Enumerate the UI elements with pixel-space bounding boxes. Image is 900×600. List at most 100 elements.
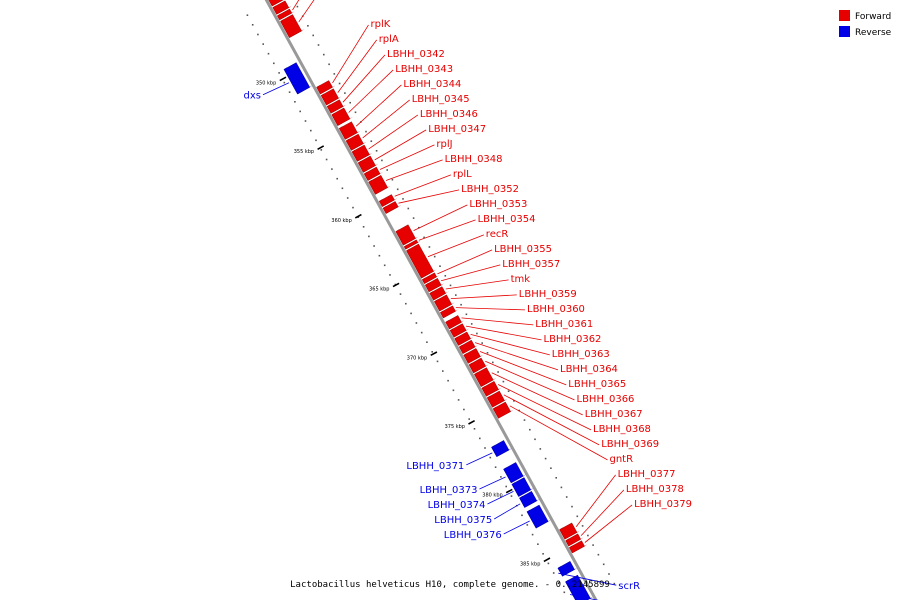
gene-lbhh-0363[interactable] <box>454 331 471 346</box>
gene-scrr[interactable] <box>557 561 575 577</box>
guide-dot <box>455 294 457 296</box>
callout-line <box>485 360 575 401</box>
tick-mark <box>543 557 551 563</box>
gene-rpla[interactable] <box>320 88 339 106</box>
gene-lbhh-0378[interactable] <box>565 533 582 547</box>
tick-mark <box>392 282 400 288</box>
guide-dot <box>307 25 309 27</box>
guide-dot <box>489 456 492 459</box>
gene-lbhh-0379[interactable] <box>569 540 585 554</box>
gene-lbhh-0359[interactable] <box>434 294 453 312</box>
guide-dot <box>354 111 357 114</box>
guide-dot <box>349 101 351 104</box>
gene-lbhh-0367[interactable] <box>474 367 494 387</box>
gene-lbhh-0345[interactable] <box>345 133 364 151</box>
gene-label-dxs: dxs <box>244 91 261 102</box>
gene-lbhh-0352[interactable] <box>382 201 399 214</box>
gene-lbhh-0346[interactable] <box>351 144 370 162</box>
gene-lbhh-0373[interactable] <box>503 462 524 484</box>
gene-lbhh-0342[interactable] <box>326 99 344 114</box>
legend-forward-label: Forward <box>855 12 891 22</box>
guide-dot <box>523 419 526 421</box>
gene-recr[interactable] <box>406 243 434 279</box>
gene-label-lbhh-0348: LBHH_0348 <box>445 154 503 165</box>
gene-lbhh-0357[interactable] <box>424 278 442 293</box>
guide-dot <box>529 428 531 431</box>
guide-dot <box>476 332 478 335</box>
gene-label-lbhh-0361: LBHH_0361 <box>535 319 593 330</box>
callout-line <box>509 405 608 461</box>
gene-rplk[interactable] <box>316 80 333 95</box>
guide-dot <box>492 361 494 364</box>
callout-line <box>503 520 530 535</box>
gene-dxs[interactable] <box>283 62 311 95</box>
gene-lbhh-0355[interactable] <box>421 272 437 284</box>
gene-lbhh-0360[interactable] <box>440 305 456 319</box>
gene-lbhh-0347[interactable] <box>357 155 376 173</box>
gene-lbhh-0375[interactable] <box>519 491 538 508</box>
guide-dot <box>283 81 286 84</box>
guide-dot <box>565 496 568 498</box>
guide-dot <box>442 370 444 372</box>
gene-lbhh-0353[interactable] <box>395 224 416 246</box>
gene-lbhh-0366[interactable] <box>468 357 487 374</box>
gene-lbhh-0365[interactable] <box>463 348 481 364</box>
gene-rpll[interactable] <box>378 194 395 207</box>
gene-label-lbhh-0347: LBHH_0347 <box>428 124 486 135</box>
tick-mark <box>317 145 325 150</box>
gene-label-recr: recR <box>486 229 509 240</box>
gene-label-lbhh-0367: LBHH_0367 <box>585 409 643 420</box>
gene-lbhh-0369[interactable] <box>486 390 505 408</box>
gene-lbhh-0344[interactable] <box>338 121 358 140</box>
genome-caption: Lactobacillus helveticus H10, complete g… <box>290 580 610 590</box>
gene-lbhh-0374[interactable] <box>511 477 532 497</box>
guide-dot <box>473 428 476 430</box>
guide-dot <box>505 485 507 488</box>
guide-dot <box>531 533 534 536</box>
gene-sece[interactable] <box>277 8 293 21</box>
gene-lbhh-0377[interactable] <box>559 522 578 540</box>
guide-dot <box>460 303 462 306</box>
gene-lbhh-0343[interactable] <box>331 107 351 126</box>
guide-dot <box>518 409 520 412</box>
guide-dot <box>341 187 344 190</box>
guide-dot <box>370 140 373 142</box>
guide-dot <box>386 169 388 171</box>
gene-lbhh-0368[interactable] <box>481 381 499 397</box>
tick-mark <box>354 213 362 219</box>
gene-lbhh-0361[interactable] <box>445 315 462 330</box>
gene-label-lbhh-0374: LBHH_0374 <box>428 500 486 511</box>
gene-label-lbhh-0357: LBHH_0357 <box>502 259 560 270</box>
tick-mark <box>468 419 475 425</box>
guide-dot <box>526 524 529 526</box>
legend-reverse-label: Reverse <box>855 28 892 38</box>
gene-lbhh-0376[interactable] <box>526 504 549 529</box>
callout-line <box>332 24 369 84</box>
gene-lbhh-0354[interactable] <box>403 239 419 250</box>
guide-dot <box>262 43 264 45</box>
guide-dot <box>257 33 259 36</box>
guide-dot <box>494 466 497 468</box>
guide-dot <box>486 352 489 354</box>
gene-label-lbhh-0371: LBHH_0371 <box>406 461 464 472</box>
gene-rplj[interactable] <box>363 166 381 181</box>
gene-label-lbhh-0355: LBHH_0355 <box>494 244 552 255</box>
callout-line <box>355 84 402 127</box>
tick-mark <box>430 351 438 357</box>
gene-unlabeled-1[interactable] <box>272 0 290 15</box>
gene-scrb[interactable] <box>565 574 591 600</box>
gene-lbhh-0362[interactable] <box>449 323 467 338</box>
guide-dot <box>396 188 399 191</box>
gene-label-lbhh-0369: LBHH_0369 <box>601 439 659 450</box>
guide-dot <box>317 44 320 46</box>
gene-tmk[interactable] <box>429 286 447 301</box>
gene-lbhh-0371[interactable] <box>491 440 510 458</box>
tick-label: 385 kbp <box>520 561 540 567</box>
guide-dot <box>410 312 412 315</box>
guide-dot <box>463 408 465 411</box>
gene-gntr[interactable] <box>492 401 511 419</box>
gene-unlabeled-0[interactable] <box>268 0 285 7</box>
gene-lbhh-0364[interactable] <box>458 339 476 354</box>
gene-lbhh-0348[interactable] <box>368 175 388 195</box>
gene-lbhh-0339[interactable] <box>280 14 302 38</box>
